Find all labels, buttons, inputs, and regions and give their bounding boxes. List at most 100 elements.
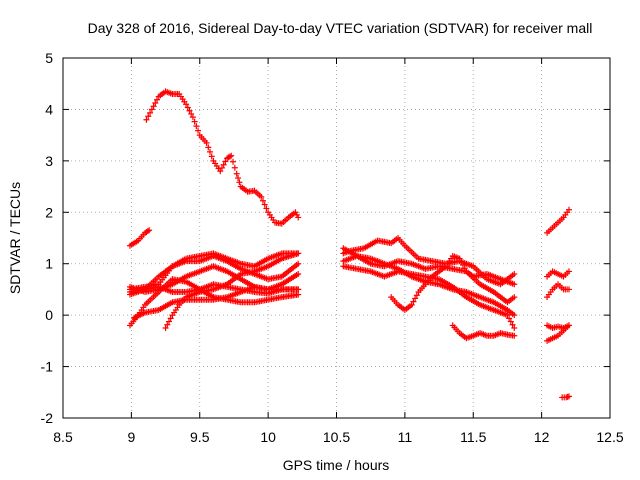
data-point [511,281,518,288]
data-point [295,214,302,221]
series-s8 [131,271,302,321]
data-point [413,292,420,299]
data-point [147,109,154,116]
data-point [184,104,191,111]
data-point [565,206,572,213]
data-point [208,153,215,160]
data-point [188,110,195,117]
data-point [565,268,572,275]
x-tick-label: 10.5 [323,429,350,445]
grid [63,58,610,418]
data-point [183,101,190,108]
data-point [511,294,518,301]
data-point [459,262,466,268]
data-point [261,201,268,208]
data-point [408,301,415,308]
data-point [230,158,237,165]
data-point [235,175,242,181]
series-s17 [544,268,572,280]
data-point [461,265,468,272]
data-point [145,113,152,120]
data-point [233,170,240,177]
y-tick-label: 5 [45,50,53,66]
data-point [146,227,153,234]
data-point [167,315,174,322]
series-s14 [388,253,518,313]
y-tick-label: 1 [45,256,53,272]
data-point [509,321,516,328]
x-tick-label: 12.5 [596,429,623,445]
data-point [226,153,233,160]
data-point [263,205,270,212]
y-tick-label: 4 [45,101,53,117]
data-point [259,197,266,204]
data-point [295,260,302,267]
x-tick-label: 11 [398,429,413,445]
data-point [217,168,224,175]
data-point [193,123,200,130]
plot-frame [62,57,611,419]
y-tick-label: -2 [41,410,54,426]
data-point [150,103,157,110]
data-point [191,118,198,125]
series-s21 [559,393,572,401]
data-point [186,107,193,114]
x-tick-label: 11.5 [460,429,486,445]
x-tick-label: 9 [127,429,135,445]
series-s15 [449,322,518,342]
data-point [511,332,518,339]
data-point [220,161,227,168]
series-s20 [544,322,572,344]
data-point [295,250,302,257]
data-point [410,298,417,305]
x-tick-label: 9.5 [190,429,210,445]
data-point [152,100,159,106]
data-point [222,158,229,165]
y-tick-label: -1 [41,359,54,375]
y-tick-label: 0 [45,307,53,323]
data-point [565,286,572,293]
data-point [456,255,463,262]
y-axis-label: SDTVAR / TECUs [7,182,23,294]
data-point [504,312,511,319]
data-point [236,179,243,186]
data-point [565,322,572,329]
data-point [164,321,171,328]
data-point [195,127,202,134]
data-point [412,295,419,302]
data-point [511,325,518,331]
data-point [154,96,161,103]
x-tick-label: 10 [260,429,276,445]
data-point [207,148,214,155]
chart-title: Day 328 of 2016, Sidereal Day-to-day VTE… [88,20,593,36]
data-point [258,193,265,200]
data-point [506,315,513,322]
data-point [511,271,518,277]
data-point [565,393,572,400]
series-s13 [340,245,518,319]
data-points [127,88,572,401]
y-tick-label: 3 [45,153,53,169]
x-tick-label: 12 [534,429,550,445]
data-point [507,318,514,325]
data-point [162,325,169,331]
series-s10 [340,235,518,288]
series-s2 [127,227,153,249]
data-point [228,152,235,159]
data-point [189,114,196,121]
series-s1 [143,88,302,227]
series-s18 [544,281,572,301]
x-axis-label: GPS time / hours [283,457,390,473]
data-point [295,286,302,293]
data-point [218,164,225,171]
data-point [295,271,302,277]
series-s16 [544,206,572,236]
data-point [295,291,302,298]
data-point [231,164,238,171]
y-tick-label: 2 [45,204,53,220]
series-s9 [162,250,302,331]
data-point [143,116,150,123]
x-tick-label: 8.5 [53,429,73,445]
